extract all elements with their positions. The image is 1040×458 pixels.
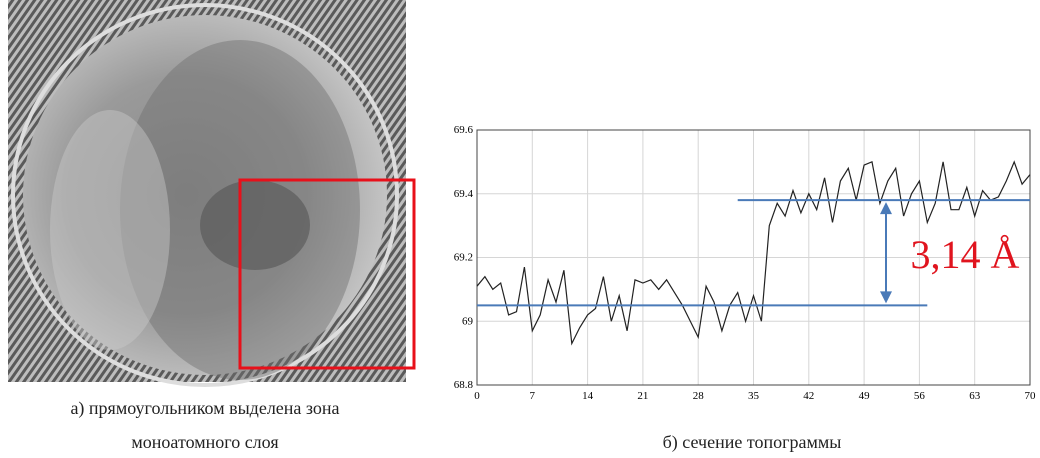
x-tick-label: 35: [748, 390, 760, 402]
y-tick-label: 69.2: [454, 252, 473, 264]
x-tick-label: 56: [914, 390, 926, 402]
x-tick-label: 28: [693, 390, 705, 402]
x-tick-label: 21: [637, 390, 648, 402]
y-tick-label: 69.4: [454, 188, 474, 200]
y-tick-label: 69: [462, 315, 474, 327]
x-tick-label: 14: [582, 390, 594, 402]
caption: а) прямоугольником выделена зона: [70, 398, 340, 418]
plot-frame: [476, 129, 1031, 386]
caption: б) сечение топограммы: [662, 432, 842, 452]
caption: моноатомного слоя: [131, 432, 279, 452]
data-line: [476, 160, 1031, 346]
annotation: 3,14 Å: [911, 232, 1020, 277]
x-tick-label: 0: [474, 390, 480, 402]
x-tick-label: 70: [1025, 390, 1037, 402]
chart: 68.8 69 69.2 69.4 69.6 0 7 14 21 28 35 42 49 56 63 70 3,…: [454, 124, 1036, 402]
x-tick-label: 49: [859, 390, 871, 402]
x-tick-label: 7: [530, 390, 536, 402]
x-tick-label: 63: [969, 390, 981, 402]
x-tick-label: 42: [803, 390, 814, 402]
arrow-head: [880, 291, 892, 304]
y-tick-label: 69.6: [454, 124, 474, 136]
arrow-head: [880, 202, 892, 215]
y-tick-label: 68.8: [454, 379, 474, 391]
topogram-image: [8, 0, 416, 387]
